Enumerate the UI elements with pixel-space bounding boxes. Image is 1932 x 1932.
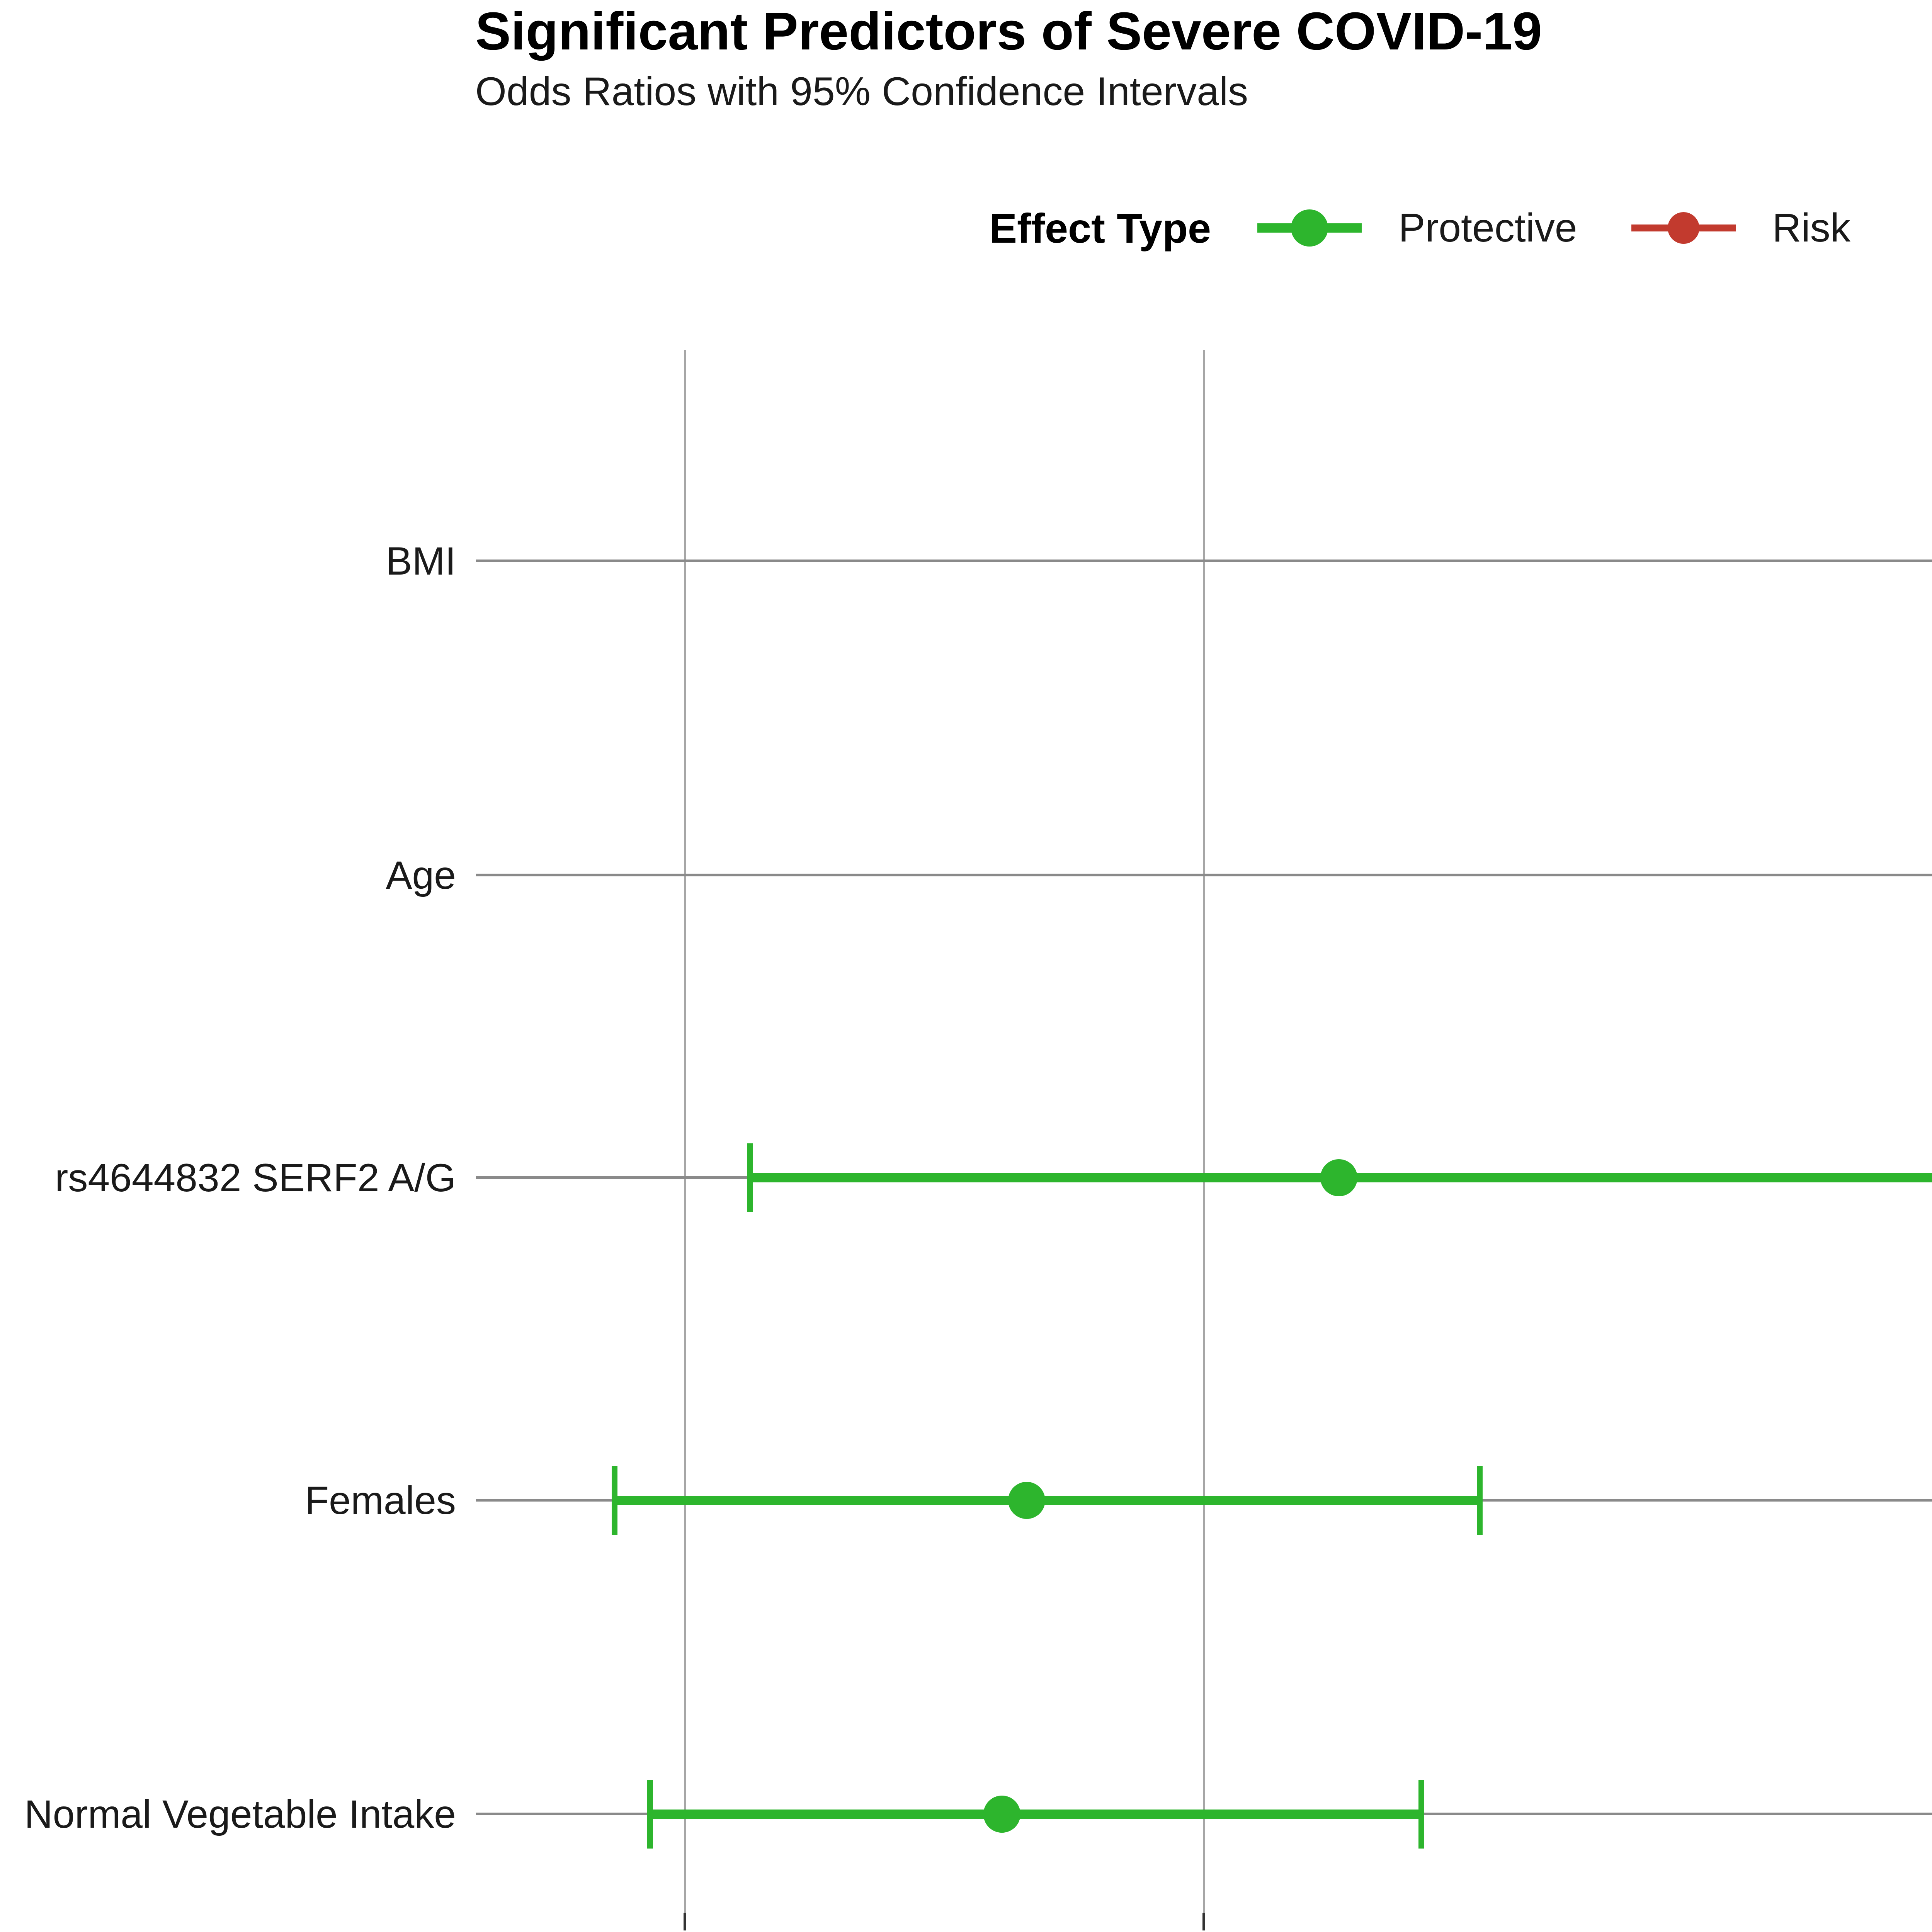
x-gridline [1203, 350, 1205, 1913]
ci-interval-line [614, 1496, 1480, 1505]
protective-key-dot [1291, 209, 1328, 247]
legend: Effect Type Protective Risk [989, 191, 1905, 265]
y-axis-label: rs4644832 SERF2 A/G [55, 1156, 456, 1200]
ci-end-cap [612, 1466, 618, 1535]
legend-item-risk: Risk [1631, 199, 1850, 257]
y-axis-label: BMI [386, 539, 456, 583]
legend-item-protective: Protective [1257, 199, 1577, 257]
ci-interval-line [650, 1810, 1422, 1819]
odds-ratio-point [1008, 1482, 1045, 1519]
legend-label-risk: Risk [1772, 205, 1850, 250]
x-gridline [684, 350, 686, 1913]
y-axis-label: Normal Vegetable Intake [24, 1792, 456, 1836]
ci-end-cap [647, 1780, 653, 1849]
y-axis-label: Age [386, 853, 456, 897]
odds-ratio-point [1320, 1159, 1358, 1196]
ci-end-cap [1477, 1466, 1483, 1535]
protective-pointrange-icon [1257, 199, 1362, 257]
legend-title: Effect Type [989, 204, 1211, 252]
y-axis-label: Females [304, 1478, 456, 1522]
ci-end-cap [1418, 1780, 1425, 1849]
odds-ratio-point [983, 1796, 1021, 1833]
risk-key-dot [1667, 212, 1699, 244]
x-axis-tick [1202, 1913, 1205, 1930]
row-line [476, 874, 1932, 876]
legend-label-protective: Protective [1398, 205, 1577, 250]
chart-title: Significant Predictors of Severe COVID-1… [475, 2, 1542, 61]
chart-subtitle: Odds Ratios with 95% Confidence Interval… [475, 69, 1248, 114]
row-line [476, 560, 1932, 562]
x-axis-tick [684, 1913, 686, 1930]
ci-end-cap [747, 1143, 753, 1212]
risk-pointrange-icon [1631, 199, 1736, 257]
